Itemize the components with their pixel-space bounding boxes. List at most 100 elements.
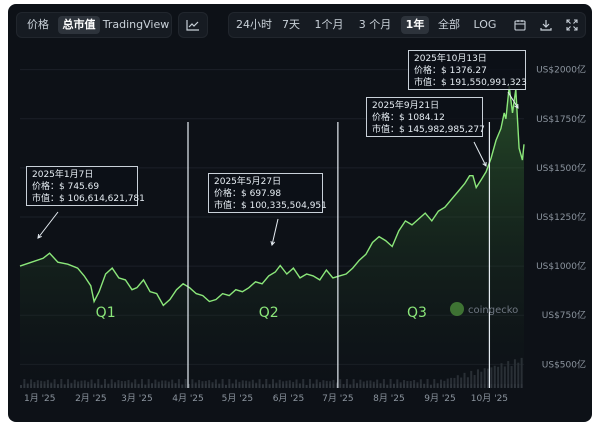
volume-bar (36, 380, 39, 388)
volume-bar (33, 382, 36, 388)
annotation-box-3: 2025年9月21日 价格：$ 1084.12 市值：$ 145,982,985… (366, 97, 485, 137)
annotation-arrowhead (482, 161, 487, 167)
volume-bar (282, 381, 285, 388)
volume-bar (399, 382, 402, 388)
volume-bar (161, 380, 164, 388)
volume-bar (413, 380, 416, 388)
volume-bar (181, 384, 184, 388)
volume-bar (63, 384, 66, 388)
volume-bar (114, 382, 117, 388)
tab-price[interactable]: 价格 (27, 18, 49, 31)
volume-bar (248, 381, 251, 388)
annotation-arrowhead (514, 103, 519, 109)
volume-bar (120, 380, 123, 388)
volume-bar (423, 383, 426, 388)
tab-tradingview[interactable]: TradingView (102, 18, 170, 31)
range-1y[interactable]: 1年 (401, 16, 429, 34)
annotation-date: 2025年9月21日 (372, 101, 440, 111)
volume-bar (292, 381, 295, 388)
volume-bar (372, 381, 375, 388)
download-icon[interactable] (535, 16, 557, 34)
annotation-arrow (271, 218, 279, 246)
volume-bar (83, 380, 86, 388)
volume-bar (224, 384, 227, 388)
annotation-arrow (507, 91, 519, 109)
annotation-price: 价格：$ 745.69 (32, 182, 100, 192)
volume-bar (325, 380, 328, 388)
quarter-label: Q2 (259, 305, 279, 321)
volume-bar (238, 381, 241, 388)
volume-bar (379, 383, 382, 388)
volume-bar (329, 381, 332, 388)
range-group: 24小时 7天 1个月 3 个月 1年 全部 LOG (228, 12, 586, 38)
volume-bar (151, 383, 154, 388)
volume-bar (204, 380, 207, 388)
volume-bar (342, 384, 345, 388)
volume-bar (50, 382, 53, 388)
volume-bar (56, 384, 59, 388)
y-tick-label: US$1000亿 (536, 260, 586, 272)
volume-bar (201, 381, 204, 388)
series-line (19, 86, 525, 307)
annotation-arrowhead (37, 233, 42, 239)
volume-bar (255, 382, 258, 388)
volume-bar (403, 380, 406, 388)
chart-toolbar: 价格 总市值 TradingView 24小时 7天 1个月 3 个月 1年 全… (8, 12, 592, 38)
volume-bar (87, 381, 90, 388)
annotation-arrow (473, 141, 487, 167)
expand-icon[interactable] (561, 16, 583, 34)
volume-bar (362, 381, 365, 388)
range-1m[interactable]: 1个月 (314, 18, 344, 31)
annotation-arrowhead (270, 241, 276, 247)
y-tick-label: US$1250亿 (536, 211, 586, 223)
quarter-label: Q3 (407, 305, 427, 321)
volume-bar (322, 380, 325, 388)
range-7d[interactable]: 7天 (282, 18, 300, 31)
volume-bar (26, 383, 29, 388)
annotation-mcap: 市值：$ 106,614,621,781 (32, 194, 145, 204)
annotation-date: 2025年5月27日 (214, 177, 282, 187)
x-tick-label: 6月 '25 (273, 393, 305, 404)
range-3m[interactable]: 3 个月 (358, 18, 392, 31)
volume-bar (194, 382, 197, 388)
annotation-price: 价格：$ 1084.12 (372, 113, 445, 123)
volume-bar (241, 380, 244, 388)
volume-bar (218, 383, 221, 388)
coingecko-logo-icon (450, 302, 464, 316)
volume-bar (443, 380, 446, 388)
watermark-text: coingecko (468, 305, 518, 316)
annotation-date: 2025年10月13日 (414, 54, 487, 64)
x-tick-label: 4月 '25 (172, 393, 204, 404)
volume-bar (130, 382, 133, 388)
annotation-price: 价格：$ 1376.27 (414, 66, 487, 76)
calendar-icon[interactable] (509, 16, 531, 34)
series-area (20, 86, 524, 385)
annotation-box-2: 2025年5月27日 价格：$ 697.98 市值：$ 100,335,504,… (208, 173, 327, 213)
volume-bar (20, 385, 22, 388)
annotation-mcap: 市值：$ 191,550,991,323 (414, 78, 527, 88)
annotation-box-4: 2025年10月13日 价格：$ 1376.27 市值：$ 191,550,99… (408, 50, 527, 90)
range-24h[interactable]: 24小时 (236, 18, 272, 31)
volume-bar (208, 380, 211, 388)
line-chart-icon[interactable] (183, 16, 203, 34)
volume-bar (369, 380, 372, 388)
market-cap-chart[interactable]: US$500亿 US$750亿 US$1000亿 US$1250亿 US$1500亿 US… (8, 4, 592, 422)
range-all[interactable]: 全部 (438, 18, 460, 31)
volume-bar (167, 381, 170, 388)
range-log[interactable]: LOG (473, 18, 497, 31)
volume-bar (157, 381, 160, 388)
volume-bar (137, 383, 140, 388)
x-tick-label: 10月 '25 (471, 393, 508, 404)
volume-bar (288, 380, 291, 388)
volume-bar (406, 381, 409, 388)
volume-bar (93, 383, 96, 388)
y-tick-label: US$1500亿 (536, 162, 586, 174)
volume-bar (268, 384, 271, 388)
x-tick-label: 2月 '25 (75, 393, 107, 404)
volume-bar (107, 383, 110, 388)
chart-panel: 价格 总市值 TradingView 24小时 7天 1个月 3 个月 1年 全… (8, 4, 592, 422)
volume-bar (305, 384, 308, 388)
tab-market-cap[interactable]: 总市值 (58, 16, 100, 34)
volume-bar (366, 380, 369, 388)
chart-type-group (178, 12, 208, 38)
